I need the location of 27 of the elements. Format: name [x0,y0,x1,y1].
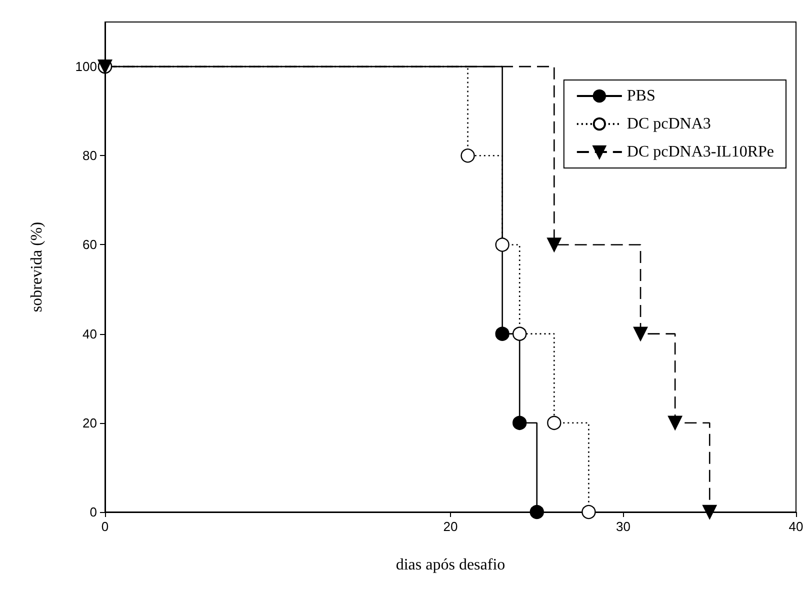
y-axis-title: sobrevida (%) [28,222,46,312]
y-tick-label: 100 [75,59,97,74]
x-tick-label: 30 [616,519,630,534]
y-tick-label: 60 [82,237,97,252]
x-tick-label: 20 [443,519,458,534]
point [547,238,562,252]
point [512,416,527,430]
legend-label: PBS [626,88,656,104]
point [512,326,527,341]
legend-label: DC pcDNA3 [626,116,711,132]
y-tick-label: 0 [90,504,97,520]
legend-label: DC pcDNA3-IL10RPe [626,144,774,160]
point [668,416,682,430]
x-axis-title: dias após desafio [396,556,506,574]
point [547,416,562,430]
x-tick-label: 0 [101,519,109,534]
point [633,326,648,341]
x-tick-label: 40 [788,519,804,534]
y-tick-label: 80 [82,148,97,164]
point [495,326,510,341]
y-tick-label: 20 [82,415,97,430]
point [495,238,510,252]
point [702,504,717,520]
y-tick-label: 40 [82,326,97,342]
point [582,504,596,520]
point [530,504,544,520]
point [460,148,475,163]
